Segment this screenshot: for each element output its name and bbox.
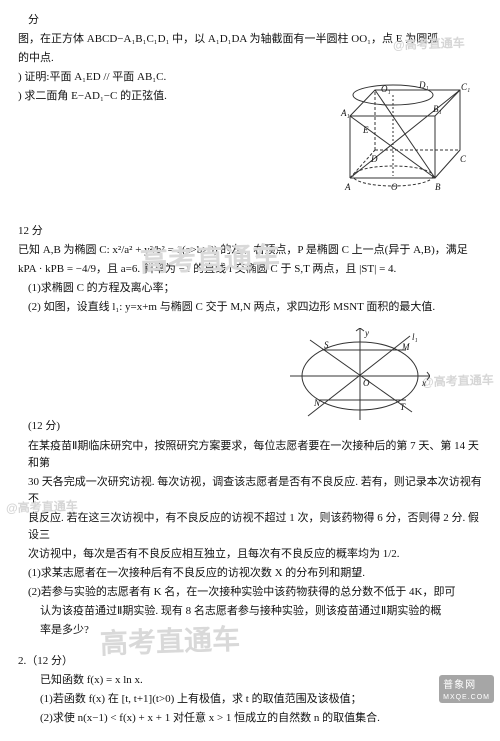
footer-watermark: 普象网 MXQE.COM (439, 675, 494, 703)
svg-text:E: E (362, 125, 369, 135)
score-12c: 2.（12 分） (18, 653, 482, 670)
q4-line-b: (1)若函数 f(x) 在 [t, t+1](t>0) 上有极值，求 t 的取值… (18, 691, 482, 708)
svg-text:O₁: O₁ (381, 84, 391, 94)
svg-text:y: y (364, 328, 369, 338)
svg-text:A: A (344, 182, 351, 192)
q3-line-a: 在某疫苗Ⅱ期临床研究中，按照研究方案要求，每位志愿者要在一次接种后的第 7 天、… (18, 438, 482, 472)
q4-line-a: 已知函数 f(x) = x ln x. (18, 672, 482, 689)
score-12: 12 分 (18, 223, 482, 240)
svg-text:S: S (324, 340, 329, 350)
footer-text: 普象网 (443, 680, 476, 691)
svg-text:N: N (313, 398, 321, 408)
svg-text:B: B (435, 182, 441, 192)
q1-line-b: 的中点. (18, 50, 482, 67)
q3-line-h: 率是多少? (18, 622, 482, 639)
svg-text:B₁: B₁ (433, 104, 442, 114)
footer-sub: MXQE.COM (443, 694, 490, 701)
q3-line-d: 次访视中，每次是否有不良反应相互独立，且每次有不良反应的概率均为 1/2. (18, 546, 482, 563)
svg-text:M: M (401, 342, 410, 352)
q3-line-f: (2)若参与实验的志愿者有 K 名，在一次接种实验中该药物获得的总分数不低于 4… (18, 584, 482, 601)
q2-line-a: 已知 A,B 为椭圆 C: x²/a² + y²/b² = 1(a>b>0) 的… (18, 242, 482, 259)
figure-cube-cylinder: A B C D A₁ B₁ C₁ D₁ O O₁ E (335, 78, 470, 198)
svg-text:C₁: C₁ (461, 82, 470, 92)
q3-line-c: 良反应. 若在这三次访视中，有不良反应的访视不超过 1 次，则该药物得 6 分，… (18, 510, 482, 544)
q3-line-e: (1)求某志愿者在一次接种后有不良反应的访视次数 X 的分布列和期望. (18, 565, 482, 582)
q2-line-c: (1)求椭圆 C 的方程及离心率； (18, 280, 482, 297)
q2-line-b: kPA · kPB = −4/9，且 a=6. 斜率为 −1 的直线 l 交椭圆… (18, 261, 482, 278)
svg-text:A₁: A₁ (340, 108, 350, 118)
svg-text:O: O (391, 182, 398, 192)
svg-text:D: D (370, 154, 378, 164)
q3-line-b: 30 天各完成一次研究访视. 每次访视，调查该志愿者是否有不良反应. 若有，则记… (18, 474, 482, 508)
q3-line-g: 认为该疫苗通过Ⅱ期实验. 现有 8 名志愿者参与接种实验，则该疫苗通过Ⅱ期实验的… (18, 603, 482, 620)
svg-text:l₁: l₁ (412, 332, 418, 342)
text-fen: 分 (18, 12, 482, 29)
figure-ellipse: x y S T M N O l₁ (290, 328, 430, 420)
svg-text:x: x (421, 378, 426, 388)
svg-text:C: C (460, 154, 467, 164)
q2-line-d: (2) 如图，设直线 l₁: y=x+m 与椭圆 C 交于 M,N 两点，求四边… (18, 299, 482, 316)
q4-line-c: (2)求使 n(x−1) < f(x) + x + 1 对任意 x > 1 恒成… (18, 710, 482, 727)
q1-line-a: 图，在正方体 ABCD−A₁B₁C₁D₁ 中，以 A₁D₁DA 为轴截面有一半圆… (18, 31, 482, 48)
svg-text:D₁: D₁ (418, 80, 429, 90)
svg-text:O: O (363, 378, 370, 388)
score-12b: (12 分) (18, 418, 482, 435)
